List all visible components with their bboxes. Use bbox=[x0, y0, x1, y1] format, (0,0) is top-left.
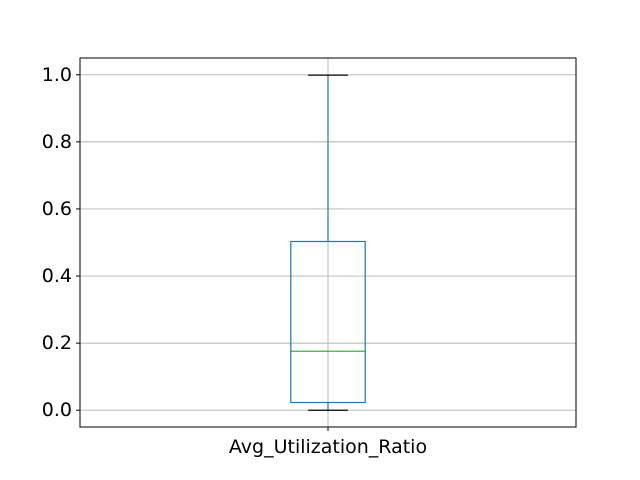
y-tick-label: 0.8 bbox=[42, 131, 72, 153]
x-category-label: Avg_Utilization_Ratio bbox=[229, 436, 427, 458]
box-group bbox=[290, 74, 366, 411]
y-tick-label: 0.0 bbox=[42, 399, 72, 421]
y-tick-label: 0.2 bbox=[42, 332, 72, 354]
y-tick-label: 0.6 bbox=[42, 198, 72, 220]
y-tick-label: 0.4 bbox=[42, 265, 72, 287]
y-tick-label: 1.0 bbox=[42, 64, 72, 86]
x-axis-category-labels: Avg_Utilization_Ratio bbox=[229, 427, 427, 458]
box-item bbox=[290, 74, 366, 411]
y-axis-ticks: 0.0 0.2 0.4 0.6 0.8 1.0 bbox=[42, 64, 80, 421]
iqr-box bbox=[290, 240, 366, 404]
